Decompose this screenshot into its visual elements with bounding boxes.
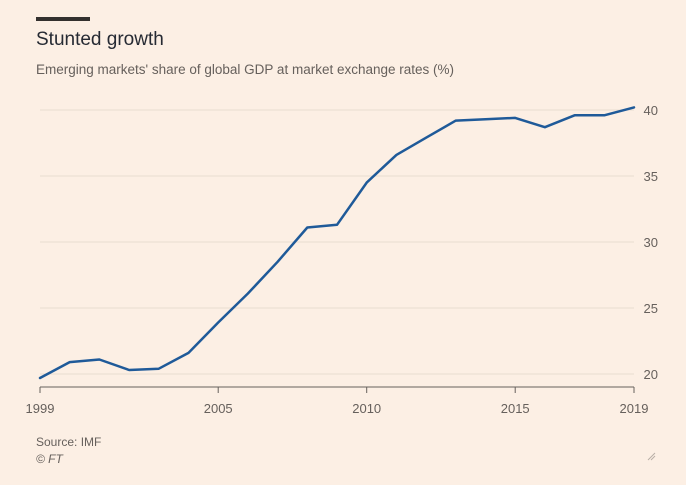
chart-title: Stunted growth — [36, 29, 164, 50]
x-tick-label-2005: 2005 — [204, 401, 233, 416]
y-tick-label-30: 30 — [644, 235, 658, 250]
x-tick-label-2015: 2015 — [501, 401, 530, 416]
x-tick-label-1999: 1999 — [26, 401, 55, 416]
y-tick-label-25: 25 — [644, 301, 658, 316]
series-line-0 — [38, 106, 636, 380]
source-note: Source: IMF — [36, 435, 102, 449]
credit-note: © FT — [36, 452, 63, 466]
x-tick-label-2010: 2010 — [352, 401, 381, 416]
x-tick-label-2019: 2019 — [620, 401, 649, 416]
y-tick-label-20: 20 — [644, 367, 658, 382]
title-rule — [36, 17, 90, 21]
chart-subtitle: Emerging markets' share of global GDP at… — [36, 62, 455, 77]
y-tick-label-40: 40 — [644, 103, 658, 118]
y-tick-label-35: 35 — [644, 169, 658, 184]
resize-handle-icon[interactable] — [647, 452, 656, 461]
